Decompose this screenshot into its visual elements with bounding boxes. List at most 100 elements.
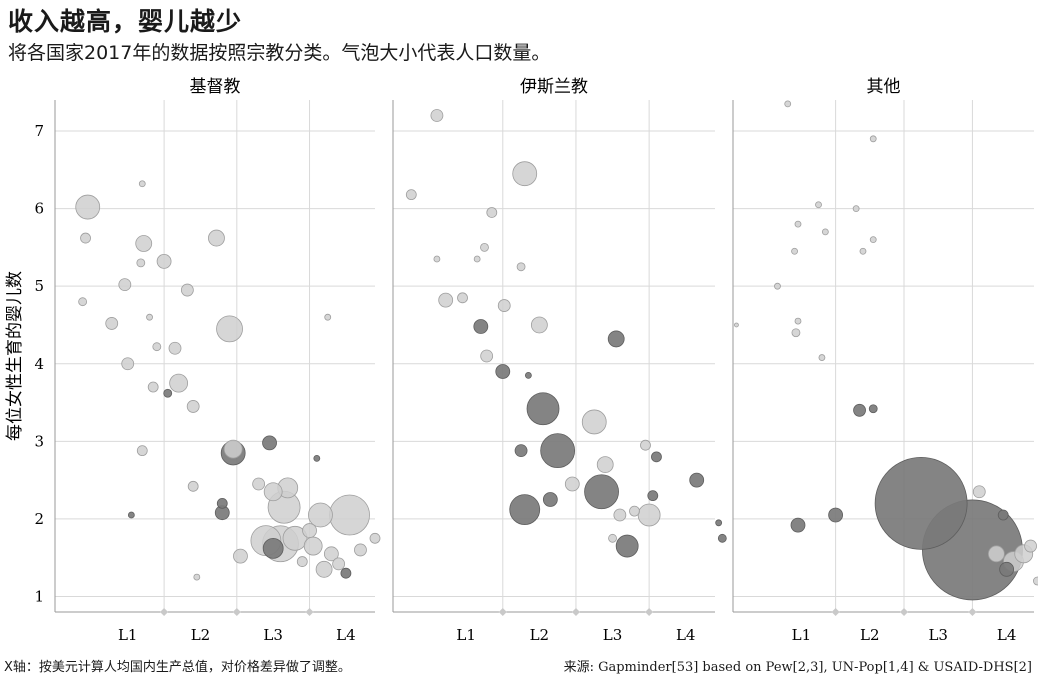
level-boundary-marker [160, 608, 169, 616]
x-tick-label: L1 [456, 626, 476, 644]
data-bubble [647, 490, 659, 502]
data-bubble [717, 533, 727, 543]
level-boundary-marker [305, 608, 314, 616]
x-tick-label: L2 [191, 626, 211, 644]
data-bubble [457, 292, 468, 304]
data-bubble [509, 494, 541, 526]
data-bubble [526, 392, 560, 426]
panel-title: 伊斯兰教 [520, 77, 588, 97]
level-boundary-marker [900, 608, 909, 616]
data-bubble [263, 482, 283, 502]
data-bubble [689, 472, 705, 488]
data-bubble [564, 476, 580, 492]
data-bubble [262, 435, 277, 451]
data-bubble [1033, 576, 1038, 586]
data-bubble [303, 536, 323, 556]
data-bubble [869, 236, 877, 244]
data-bubble [433, 255, 441, 263]
y-tick-label: 7 [34, 122, 44, 140]
data-bubble [193, 573, 201, 581]
source-note: 来源: Gapminder[53] based on Pew[2,3], UN-… [563, 660, 1032, 675]
data-bubble [1024, 539, 1037, 553]
data-bubble [497, 299, 511, 312]
data-bubble [874, 456, 968, 550]
data-bubble [354, 543, 367, 557]
y-tick-label: 2 [34, 510, 44, 528]
data-bubble [146, 313, 153, 321]
level-boundary-marker [232, 608, 241, 616]
data-bubble [999, 561, 1015, 577]
chart-subtitle: 将各国家2017年的数据按照宗教分类。气泡大小代表人口数量。 [8, 42, 551, 64]
data-bubble [734, 322, 739, 328]
data-bubble [186, 400, 200, 413]
data-bubble [405, 189, 417, 201]
data-bubble [302, 523, 317, 538]
data-bubble [516, 262, 526, 272]
data-bubble [308, 502, 333, 528]
data-bubble [152, 342, 162, 352]
data-bubble [438, 292, 454, 308]
x-tick-label: L1 [118, 626, 138, 644]
data-bubble [75, 194, 101, 220]
data-bubble [615, 534, 639, 558]
x-tick-label: L3 [263, 626, 283, 644]
data-bubble [794, 317, 802, 325]
x-tick-label: L2 [860, 626, 880, 644]
x-tick-label: L4 [676, 626, 696, 644]
level-boundary-marker [571, 608, 580, 616]
data-bubble [530, 316, 548, 334]
data-bubble [187, 480, 199, 492]
data-bubble [651, 451, 662, 463]
data-bubble [784, 100, 792, 108]
data-bubble [480, 349, 494, 363]
data-bubble [715, 519, 723, 527]
data-bubble [323, 546, 339, 562]
data-bubble [216, 497, 228, 509]
data-bubble [329, 494, 370, 536]
data-bubble [156, 253, 172, 269]
data-bubble [223, 439, 243, 459]
data-bubble [313, 454, 321, 462]
data-bubble [233, 548, 248, 564]
data-bubble [430, 109, 444, 122]
data-bubble [80, 232, 91, 244]
data-bubble [512, 161, 538, 187]
data-bubble [596, 456, 614, 474]
data-bubble [136, 258, 146, 268]
data-bubble [972, 485, 986, 499]
data-bubble [495, 364, 511, 379]
data-bubble [163, 388, 173, 398]
data-bubble [480, 242, 489, 252]
data-bubble [818, 354, 826, 361]
data-bubble [138, 180, 146, 188]
data-bubble [790, 517, 806, 533]
data-bubble [794, 220, 802, 228]
data-bubble [987, 545, 1005, 563]
data-bubble [369, 532, 381, 544]
data-bubble [853, 403, 866, 417]
data-bubble [118, 278, 132, 292]
data-bubble [774, 282, 781, 290]
data-bubble [136, 445, 148, 457]
data-bubble [608, 533, 617, 543]
data-bubble [524, 371, 532, 379]
y-tick-label: 5 [34, 277, 44, 295]
y-axis-label: 每位女性生育的婴儿数 [5, 271, 25, 441]
data-bubble [852, 205, 860, 213]
data-bubble [613, 508, 627, 522]
data-bubble [208, 229, 225, 247]
data-bubble [282, 525, 308, 551]
data-bubble [135, 235, 153, 252]
y-tick-label: 1 [34, 587, 44, 605]
data-bubble [869, 135, 877, 143]
data-bubble [637, 503, 661, 527]
data-bubble [828, 507, 844, 523]
data-bubble [340, 567, 352, 579]
data-bubble [629, 505, 640, 517]
x-tick-label: L2 [530, 626, 550, 644]
data-bubble [486, 207, 498, 218]
data-bubble [168, 341, 182, 355]
data-bubble [147, 381, 159, 393]
x-axis-footnote: X轴：按美元计算人均国内生产总值，对价格差异做了调整。 [4, 660, 351, 675]
data-bubble [332, 557, 346, 571]
